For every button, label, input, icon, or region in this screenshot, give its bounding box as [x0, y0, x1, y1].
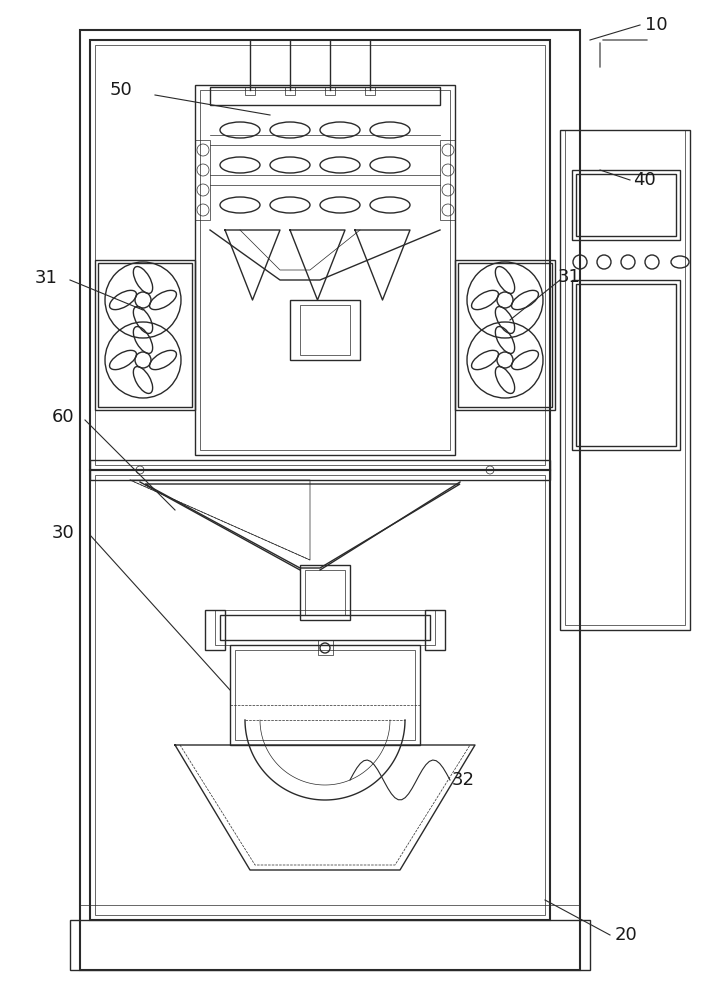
Bar [305, 570, 345, 615]
Bar [318, 640, 333, 655]
Text: 40: 40 [633, 171, 656, 189]
Bar [458, 263, 552, 407]
Bar [440, 140, 455, 220]
Bar [195, 140, 210, 220]
Bar [235, 650, 415, 740]
Text: 31: 31 [558, 268, 581, 286]
Bar [195, 85, 455, 455]
Bar [98, 263, 192, 407]
Bar [365, 87, 375, 95]
Bar [95, 475, 545, 915]
Bar [565, 130, 685, 625]
Bar [455, 260, 555, 410]
Bar [560, 130, 690, 630]
Bar [572, 170, 680, 240]
Text: 50: 50 [110, 81, 133, 99]
Text: 60: 60 [52, 408, 74, 426]
Text: 20: 20 [615, 926, 638, 944]
Bar [576, 284, 676, 446]
Bar [300, 305, 350, 355]
Bar [425, 610, 445, 650]
Bar [290, 300, 360, 360]
Text: 30: 30 [52, 524, 75, 542]
Text: 31: 31 [35, 269, 58, 287]
Bar [90, 460, 550, 480]
Bar [90, 470, 550, 920]
Bar [80, 30, 580, 970]
Bar [200, 90, 450, 450]
Bar [220, 615, 430, 640]
Bar [300, 565, 350, 620]
Bar [90, 40, 550, 470]
Bar [95, 260, 195, 410]
Bar [205, 610, 225, 650]
Text: 32: 32 [452, 771, 475, 789]
Bar [230, 645, 420, 745]
Bar [80, 905, 580, 920]
Text: 10: 10 [645, 16, 668, 34]
Bar [215, 610, 435, 645]
Bar [70, 920, 590, 970]
Bar [572, 280, 680, 450]
Bar [210, 87, 440, 105]
Bar [95, 45, 545, 465]
Bar [576, 174, 676, 236]
Bar [245, 87, 255, 95]
Bar [325, 87, 335, 95]
Bar [285, 87, 295, 95]
